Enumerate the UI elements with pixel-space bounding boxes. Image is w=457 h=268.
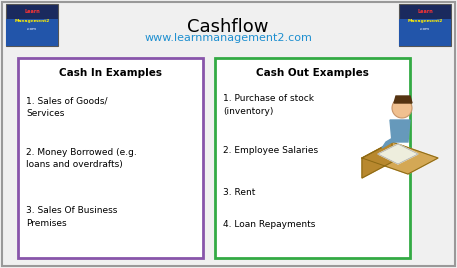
FancyBboxPatch shape <box>399 4 451 46</box>
Polygon shape <box>390 120 410 142</box>
FancyBboxPatch shape <box>6 19 58 46</box>
Text: www.learnmanagement2.com: www.learnmanagement2.com <box>144 33 312 43</box>
Polygon shape <box>394 96 412 103</box>
Polygon shape <box>382 136 396 148</box>
Polygon shape <box>362 142 392 178</box>
Polygon shape <box>362 142 438 174</box>
FancyBboxPatch shape <box>399 19 451 46</box>
Text: Management2: Management2 <box>407 19 443 23</box>
Text: 1. Purchase of stock
(inventory): 1. Purchase of stock (inventory) <box>223 94 314 116</box>
Text: 1. Sales of Goods/
Services: 1. Sales of Goods/ Services <box>26 96 107 117</box>
Text: 2. Employee Salaries: 2. Employee Salaries <box>223 146 318 155</box>
Text: Learn: Learn <box>417 9 433 14</box>
FancyBboxPatch shape <box>2 2 455 266</box>
FancyBboxPatch shape <box>18 58 203 258</box>
Text: 3. Rent: 3. Rent <box>223 188 255 197</box>
Text: Cash Out Examples: Cash Out Examples <box>256 68 369 78</box>
Text: Management2: Management2 <box>14 19 50 23</box>
Text: Cashflow: Cashflow <box>187 18 269 36</box>
Text: 2. Money Borrowed (e.g.
loans and overdrafts): 2. Money Borrowed (e.g. loans and overdr… <box>26 148 137 169</box>
FancyBboxPatch shape <box>6 4 58 46</box>
Polygon shape <box>378 144 418 164</box>
Text: Cash In Examples: Cash In Examples <box>59 68 162 78</box>
Text: 4. Loan Repayments: 4. Loan Repayments <box>223 220 315 229</box>
Text: Learn: Learn <box>24 9 40 14</box>
Text: .com: .com <box>27 27 37 31</box>
Text: .com: .com <box>420 27 430 31</box>
Text: 3. Sales Of Business
Premises: 3. Sales Of Business Premises <box>26 206 117 228</box>
FancyBboxPatch shape <box>215 58 410 258</box>
Circle shape <box>392 98 412 118</box>
